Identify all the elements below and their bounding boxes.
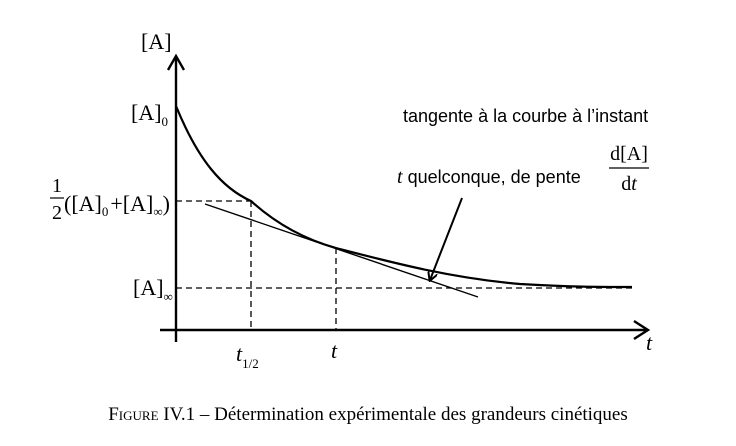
svg-text:dt: dt [621,173,637,195]
y-axis-arrow-icon [166,53,186,71]
svg-text:([A]0+[A]∞): ([A]0+[A]∞) [64,191,170,219]
concentration-curve [174,105,633,289]
svg-text:1: 1 [52,175,62,197]
svg-text:2: 2 [52,202,62,224]
y-axis-label: [A] [141,29,172,54]
annotation-line-2: t quelconque, de pente [397,166,581,188]
figure-number: IV.1 [158,404,196,425]
x-axis-arrow-icon [633,319,651,341]
svg-text:d[A]: d[A] [610,143,648,165]
slope-fraction: d[A] dt [609,143,649,195]
x-axis-label: t [646,330,653,355]
caption-text: – Détermination expérimentale des grande… [195,404,628,425]
tangent-line [204,203,479,298]
figure-label: Figure [108,404,159,425]
ainf-label: [A]∞ [133,275,173,304]
annotation-arrow [430,197,463,280]
a0-label: [A]0 [131,100,168,129]
figure-caption: Figure IV.1 – Détermination expérimental… [0,404,736,426]
annotation-line-1: tangente à la courbe à l’instant [403,106,648,126]
half-level-label: 1 2 ([A]0+[A]∞) [50,175,170,224]
t-half-label: t1/2 [236,341,259,371]
t-tick-label: t [331,338,338,363]
